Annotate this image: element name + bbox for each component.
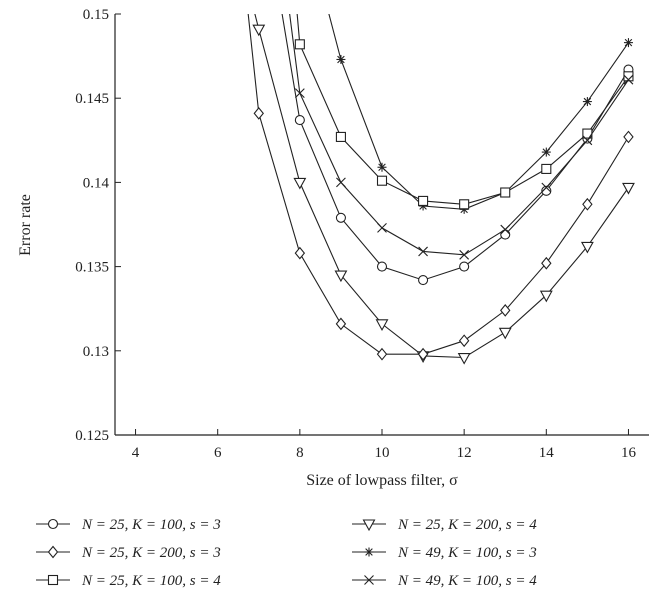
series-line	[281, 14, 629, 281]
data-point	[623, 71, 634, 82]
x-tick-label: 14	[539, 445, 555, 461]
data-point	[541, 147, 551, 157]
data-point	[582, 197, 593, 211]
data-point	[582, 97, 592, 107]
data-point	[335, 317, 347, 331]
data-point	[623, 74, 634, 85]
data-point	[252, 24, 266, 37]
data-point	[377, 222, 387, 233]
x-tick-label: 4	[132, 445, 140, 461]
data-point	[498, 327, 512, 340]
y-tick-label: 0.145	[75, 91, 109, 107]
series-line	[254, 14, 629, 359]
x-tick-label: 12	[457, 445, 472, 461]
data-point	[541, 256, 552, 270]
data-point	[417, 347, 429, 361]
data-point	[539, 290, 553, 303]
y-axis-title: Error rate	[17, 194, 34, 256]
data-point	[541, 163, 552, 174]
legend-label: N = 25, K = 200, s = 3	[81, 545, 221, 561]
x-tick-label: 6	[214, 445, 222, 461]
x-tick-label: 10	[375, 445, 390, 461]
series-diamond	[247, 14, 634, 361]
data-point	[622, 182, 635, 195]
series-x	[289, 14, 634, 260]
x-ticks: 4 6 8 10 12 14 16	[132, 429, 637, 461]
series-line	[296, 14, 629, 205]
legend-item: N = 49, K = 100, s = 4	[352, 573, 537, 589]
axes	[114, 14, 649, 436]
data-point	[418, 246, 428, 257]
data-point	[335, 131, 346, 142]
data-point	[458, 334, 470, 348]
data-point	[294, 88, 305, 99]
y-tick-label: 0.14	[83, 175, 110, 191]
x-tick-label: 8	[296, 445, 304, 461]
data-point	[418, 195, 429, 206]
legend-item: N = 49, K = 100, s = 3	[352, 545, 537, 561]
data-point	[376, 261, 388, 272]
data-point	[541, 185, 552, 196]
data-point	[457, 352, 471, 365]
data-point	[459, 249, 470, 260]
series-group	[247, 14, 635, 365]
data-point	[376, 175, 388, 186]
data-point	[623, 38, 633, 48]
data-point	[293, 177, 307, 190]
legend-item: N = 25, K = 200, s = 3	[36, 545, 221, 561]
data-point	[580, 241, 594, 254]
legend-marker	[47, 574, 59, 586]
series-line	[289, 14, 629, 256]
legend-item: N = 25, K = 100, s = 3	[36, 517, 221, 533]
data-point	[294, 246, 306, 260]
legend-marker	[364, 547, 374, 557]
legend-label: N = 25, K = 200, s = 4	[397, 517, 537, 533]
data-point	[253, 106, 264, 120]
legend-label: N = 25, K = 100, s = 3	[81, 517, 221, 533]
data-point	[376, 347, 388, 361]
legend-marker	[364, 575, 374, 585]
data-point	[541, 182, 552, 193]
series-circle	[281, 14, 634, 286]
legend-marker	[362, 519, 376, 532]
series-square	[294, 14, 634, 210]
data-point	[623, 130, 634, 144]
data-point	[336, 177, 346, 188]
data-point	[459, 199, 470, 210]
data-point	[500, 224, 511, 235]
data-point	[294, 115, 305, 126]
data-point	[336, 54, 346, 64]
y-tick-label: 0.13	[83, 344, 109, 360]
data-point	[377, 162, 387, 172]
x-axis-title: Size of lowpass filter, σ	[306, 472, 458, 489]
series-line	[328, 14, 629, 210]
y-tick-label: 0.135	[75, 260, 109, 276]
data-point	[459, 261, 470, 272]
data-point	[375, 319, 389, 331]
y-ticks: 0.125 0.13 0.135 0.14 0.145 0.15	[75, 7, 121, 444]
data-point	[294, 39, 305, 50]
legend-label: N = 49, K = 100, s = 3	[397, 545, 537, 561]
data-point	[500, 304, 511, 317]
legend-label: N = 25, K = 100, s = 4	[81, 573, 221, 589]
data-point	[418, 275, 429, 286]
legend-item: N = 25, K = 100, s = 4	[36, 573, 221, 589]
series-asterisk	[328, 14, 633, 214]
data-point	[334, 270, 348, 283]
legend-label: N = 49, K = 100, s = 4	[397, 573, 537, 589]
legend-marker	[47, 518, 59, 530]
x-tick-label: 16	[621, 445, 637, 461]
data-point	[335, 212, 346, 223]
data-point	[582, 135, 593, 146]
legend: N = 25, K = 100, s = 3 N = 25, K = 200, s…	[36, 517, 537, 589]
legend-marker	[47, 545, 59, 559]
y-tick-label: 0.15	[83, 7, 109, 23]
legend-item: N = 25, K = 200, s = 4	[352, 517, 537, 533]
y-tick-label: 0.125	[75, 428, 109, 444]
data-point	[500, 187, 511, 198]
series-triangle-down	[252, 14, 635, 365]
